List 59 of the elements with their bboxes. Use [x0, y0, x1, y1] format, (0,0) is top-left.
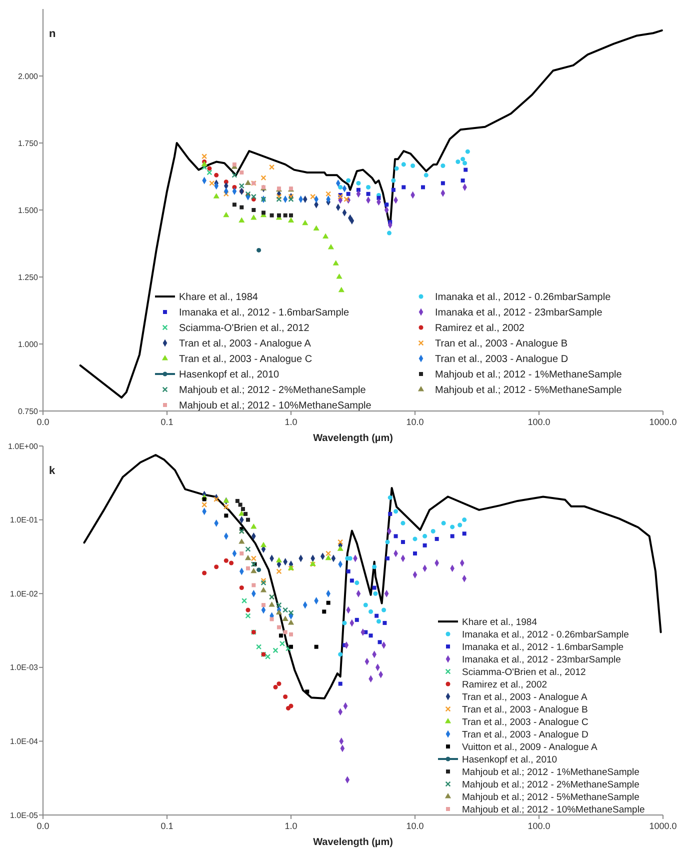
x-tick-label: 1.0 [284, 417, 298, 427]
legend-label: Imanaka et al., 2012 - 23mbarSample [435, 308, 603, 318]
x-tick-label: 1000.0 [649, 417, 677, 427]
legend-label: Ramirez et al., 2002 [462, 679, 548, 690]
legend-label: Imanaka et al., 2012 - 1.6mbarSample [179, 308, 350, 318]
y-tick-label: 0.750 [18, 406, 39, 416]
legend-label: Tran et al., 2003 - Analogue C [462, 716, 589, 728]
legend-label: Mahjoub et al.; 2012 - 10%MethaneSample [179, 400, 372, 412]
legend-label: Imanaka et al., 2012 - 1.6mbarSample [462, 642, 624, 653]
x-tick-label: 1000.0 [649, 821, 677, 831]
x-axis-title: Wavelength (µm) [313, 837, 393, 848]
x-tick-label: 0.0 [36, 821, 50, 831]
x-tick-label: 0.1 [160, 417, 174, 427]
legend-label: Imanaka et al., 2012 - 0.26mbarSample [462, 629, 629, 640]
x-tick-label: 100.0 [528, 417, 550, 427]
legend-label: Mahjoub et al.; 2012 - 5%MethaneSample [435, 385, 622, 396]
y-tick-label: 1.0E+00 [8, 442, 39, 451]
y-axis-title: n [49, 28, 56, 40]
y-tick-label: 1.0E-03 [10, 663, 39, 672]
x-tick-label: 0.0 [36, 417, 50, 427]
legend-label: Mahjoub et al.; 2012 - 1%MethaneSample [435, 370, 622, 380]
legend-label: Tran et al., 2003 - Analogue D [462, 729, 589, 740]
x-tick-label: 10.0 [406, 417, 424, 427]
legend-label: Hasenkopf et al., 2010 [462, 754, 558, 766]
legend-label: Tran et al., 2003 - Analogue D [435, 354, 568, 365]
x-tick-label: 1.0 [284, 821, 298, 831]
legend-label: Imanaka et al., 2012 - 0.26mbarSample [435, 292, 612, 303]
legend-label: Mahjoub et al.; 2012 - 1%MethaneSample [462, 766, 640, 778]
legend-label: Ramirez et al., 2002 [435, 323, 525, 334]
legend-label: Tran et al., 2003 - Analogue B [462, 704, 588, 716]
legend-label: Sciamma-O'Brien et al., 2012 [462, 666, 586, 678]
y-tick-label: 1.250 [18, 272, 39, 282]
legend-label: Mahjoub et al.; 2012 - 10%MethaneSample [462, 804, 645, 816]
legend-label: Mahjoub et al.; 2012 - 2%MethaneSample [179, 385, 366, 396]
x-tick-label: 0.1 [160, 821, 174, 831]
y-axis-title: k [49, 465, 56, 477]
x-tick-label: 10.0 [406, 821, 424, 831]
y-tick-label: 2.000 [18, 72, 39, 81]
legend-label: Imanaka et al., 2012 - 23mbarSample [462, 654, 621, 666]
y-tick-label: 1.750 [18, 138, 39, 148]
legend-label: Sciamma-O'Brien et al., 2012 [179, 323, 310, 334]
legend-label: Mahjoub et al.; 2012 - 5%MethaneSample [462, 792, 640, 803]
y-tick-label: 1.0E-01 [10, 516, 39, 525]
legend-label: Hasenkopf et al., 2010 [179, 370, 280, 380]
x-tick-label: 100.0 [528, 821, 550, 831]
legend-label: Khare et al., 1984 [179, 292, 258, 303]
x-axis-title: Wavelength (µm) [313, 433, 393, 444]
legend-label: Tran et al., 2003 - Analogue B [435, 338, 568, 350]
legend-label: Tran et al., 2003 - Analogue A [462, 692, 588, 703]
legend-label: Mahjoub et al.; 2012 - 2%MethaneSample [462, 779, 640, 790]
y-tick-label: 1.0E-02 [10, 589, 39, 598]
legend-label: Tran et al., 2003 - Analogue A [179, 338, 312, 350]
y-tick-label: 1.0E-04 [10, 737, 39, 746]
y-tick-label: 1.0E-05 [10, 810, 39, 820]
legend-label: Khare et al., 1984 [462, 616, 537, 628]
legend-label: Vuitton et al., 2009 - Analogue A [462, 742, 598, 753]
y-tick-label: 1.500 [18, 206, 39, 215]
legend-label: Tran et al., 2003 - Analogue C [179, 354, 312, 365]
y-tick-label: 1.000 [18, 340, 39, 349]
